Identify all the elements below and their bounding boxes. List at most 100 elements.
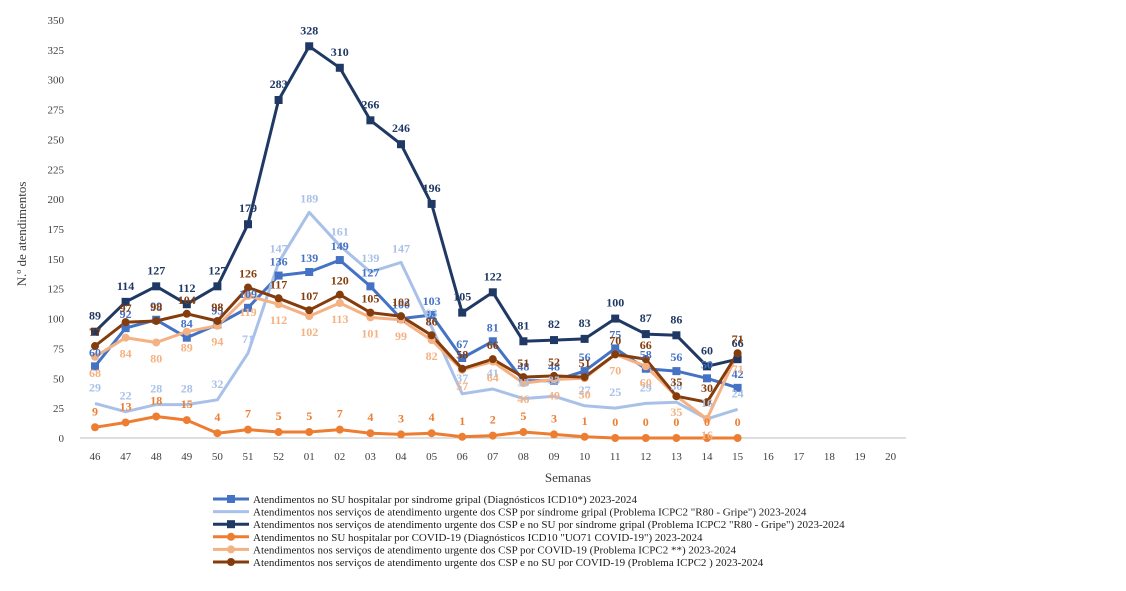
data-point (427, 199, 436, 208)
y-tick-label: 25 (53, 403, 65, 415)
x-tick-label: 04 (396, 451, 408, 463)
data-label: 35 (548, 373, 560, 387)
data-label: 9 (92, 404, 98, 418)
data-point (580, 367, 589, 376)
legend-swatch-marker (227, 532, 235, 541)
data-label: 189 (300, 191, 318, 205)
legend-swatch-marker (227, 520, 235, 529)
data-label: 107 (300, 289, 318, 303)
data-label: 37 (456, 371, 468, 385)
data-point (366, 429, 375, 438)
data-point (274, 428, 283, 437)
data-label: 0 (612, 415, 618, 429)
data-point (91, 342, 99, 351)
data-label: 112 (270, 313, 287, 327)
data-label: 42 (732, 367, 744, 381)
data-label: 87 (640, 311, 652, 325)
x-tick-label: 52 (273, 451, 284, 463)
data-label: 86 (670, 312, 682, 326)
data-point (488, 355, 497, 364)
data-point (672, 392, 681, 401)
data-point (182, 416, 191, 425)
data-label: 3 (551, 411, 557, 425)
data-point (703, 362, 711, 371)
y-tick-label: 100 (48, 314, 65, 326)
data-point (611, 350, 620, 359)
y-tick-label: 250 (48, 134, 65, 146)
data-label: 5 (306, 409, 312, 423)
data-label: 105 (453, 290, 471, 304)
data-label: 119 (239, 305, 256, 319)
x-tick-label: 19 (855, 451, 867, 463)
series-line (94, 286, 739, 404)
data-label: 33 (517, 376, 529, 390)
data-label: 139 (300, 251, 318, 265)
data-label: 84 (181, 317, 193, 331)
data-point (580, 334, 589, 343)
legend-swatch-marker (227, 545, 235, 554)
x-tick-label: 51 (243, 451, 254, 463)
legend-item: Atendimentos nos serviços de atendimento… (213, 507, 807, 519)
data-point (672, 367, 681, 376)
x-tick-label: 48 (151, 451, 163, 463)
data-point (397, 140, 405, 149)
data-point (458, 308, 467, 317)
data-point (274, 96, 283, 105)
data-point (121, 324, 130, 333)
x-tick-label: 49 (181, 451, 193, 463)
data-label: 77 (89, 325, 101, 339)
data-label: 149 (331, 239, 349, 253)
legend-label: Atendimentos no SU hospitalar por COVID-… (253, 532, 703, 544)
data-label: 179 (239, 201, 257, 215)
x-tick-label: 02 (334, 451, 345, 463)
data-label: 94 (211, 335, 223, 349)
legend-label: Atendimentos nos serviços de atendimento… (253, 557, 764, 569)
data-label: 5 (276, 409, 282, 423)
data-point (703, 414, 711, 423)
data-label: 5 (520, 409, 526, 423)
data-point (305, 42, 314, 51)
data-label: 105 (361, 292, 379, 306)
data-label: 92 (120, 307, 132, 321)
data-label: 126 (239, 267, 257, 281)
data-point (550, 336, 558, 345)
data-label: 0 (673, 415, 679, 429)
x-tick-label: 15 (732, 451, 744, 463)
x-tick-label: 05 (426, 451, 438, 463)
data-label: 70 (609, 333, 621, 347)
data-point (611, 344, 620, 353)
data-label: 117 (270, 277, 287, 291)
data-point (91, 352, 99, 361)
data-label: 0 (735, 415, 741, 429)
y-tick-label: 275 (48, 105, 65, 117)
data-label: 60 (89, 345, 101, 359)
data-point (213, 282, 222, 291)
data-label: 35 (670, 375, 682, 389)
data-label: 2 (490, 413, 496, 427)
data-point (152, 316, 161, 325)
data-label: 71 (242, 332, 254, 346)
data-label: 29 (640, 380, 652, 394)
data-label: 122 (484, 269, 502, 283)
data-label: 29 (89, 380, 101, 394)
data-point (244, 291, 252, 300)
data-label: 7 (337, 407, 343, 421)
data-label: 58 (456, 348, 468, 362)
data-label: 139 (361, 251, 379, 265)
data-label: 99 (395, 329, 407, 343)
data-point (274, 300, 283, 309)
data-label: 71 (732, 362, 744, 376)
legend-item: Atendimentos nos serviços de atendimento… (213, 519, 845, 531)
data-label: 95 (211, 304, 223, 318)
data-label: 266 (361, 97, 379, 111)
series-line (93, 258, 739, 390)
data-label: 24 (732, 386, 744, 400)
data-point (91, 362, 99, 371)
data-point (121, 418, 130, 427)
data-label: 3 (398, 411, 404, 425)
legend-label: Atendimentos no SU hospitalar por síndro… (253, 494, 638, 506)
data-point (488, 337, 497, 346)
data-point (641, 330, 650, 339)
data-label: 120 (331, 274, 349, 288)
data-point (213, 429, 222, 438)
